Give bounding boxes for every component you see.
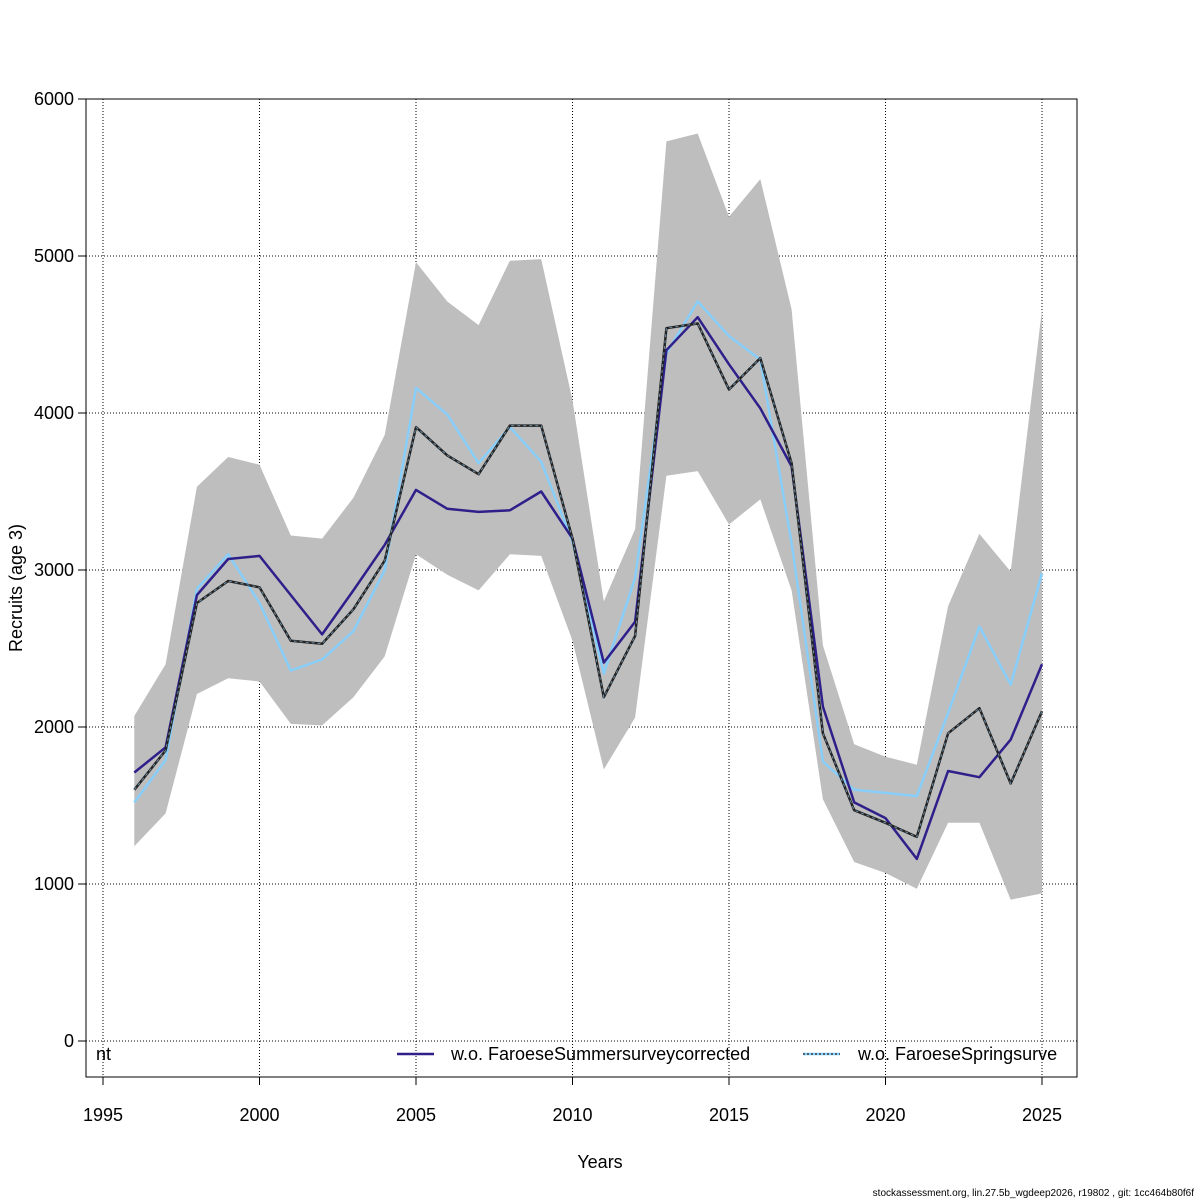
x-tick-label-1995: 1995 xyxy=(83,1105,123,1125)
footer-credit: stockassessment.org, lin.27.5b_wgdeep202… xyxy=(873,1188,1195,1199)
y-tick-label-5000: 5000 xyxy=(34,246,74,266)
legend-label-2: w.o. FaroeseSpringsurve xyxy=(857,1044,1057,1064)
y-tick-label-2000: 2000 xyxy=(34,717,74,737)
y-tick-label-4000: 4000 xyxy=(34,403,74,423)
series-line-0-dotted-overlay xyxy=(133,322,1043,838)
y-tick-label-1000: 1000 xyxy=(34,874,74,894)
x-tick-label-2015: 2015 xyxy=(709,1105,749,1125)
x-tick-label-2010: 2010 xyxy=(552,1105,592,1125)
y-tick-label-0: 0 xyxy=(64,1031,74,1051)
series-layer xyxy=(133,300,1044,861)
x-tick-label-2000: 2000 xyxy=(239,1105,279,1125)
legend-label-1: w.o. FaroeseSummersurveycorrected xyxy=(450,1044,750,1064)
y-tick-label-6000: 6000 xyxy=(34,89,74,109)
x-tick-label-2005: 2005 xyxy=(396,1105,436,1125)
series-line-2 xyxy=(133,300,1044,804)
legend-label-0: nt xyxy=(96,1044,111,1064)
y-axis-label: Recruits (age 3) xyxy=(6,524,26,652)
axes: 1995 2000 2005 2010 2015 2020 2025 0 1000 2000 300… xyxy=(34,89,1062,1125)
y-tick-label-3000: 3000 xyxy=(34,560,74,580)
x-tick-label-2025: 2025 xyxy=(1022,1105,1062,1125)
legend: nt w.o. FaroeseSummersurveycorrected w.o. … xyxy=(96,1044,1057,1064)
x-tick-label-2020: 2020 xyxy=(865,1105,905,1125)
x-axis-label: Years xyxy=(577,1152,622,1172)
